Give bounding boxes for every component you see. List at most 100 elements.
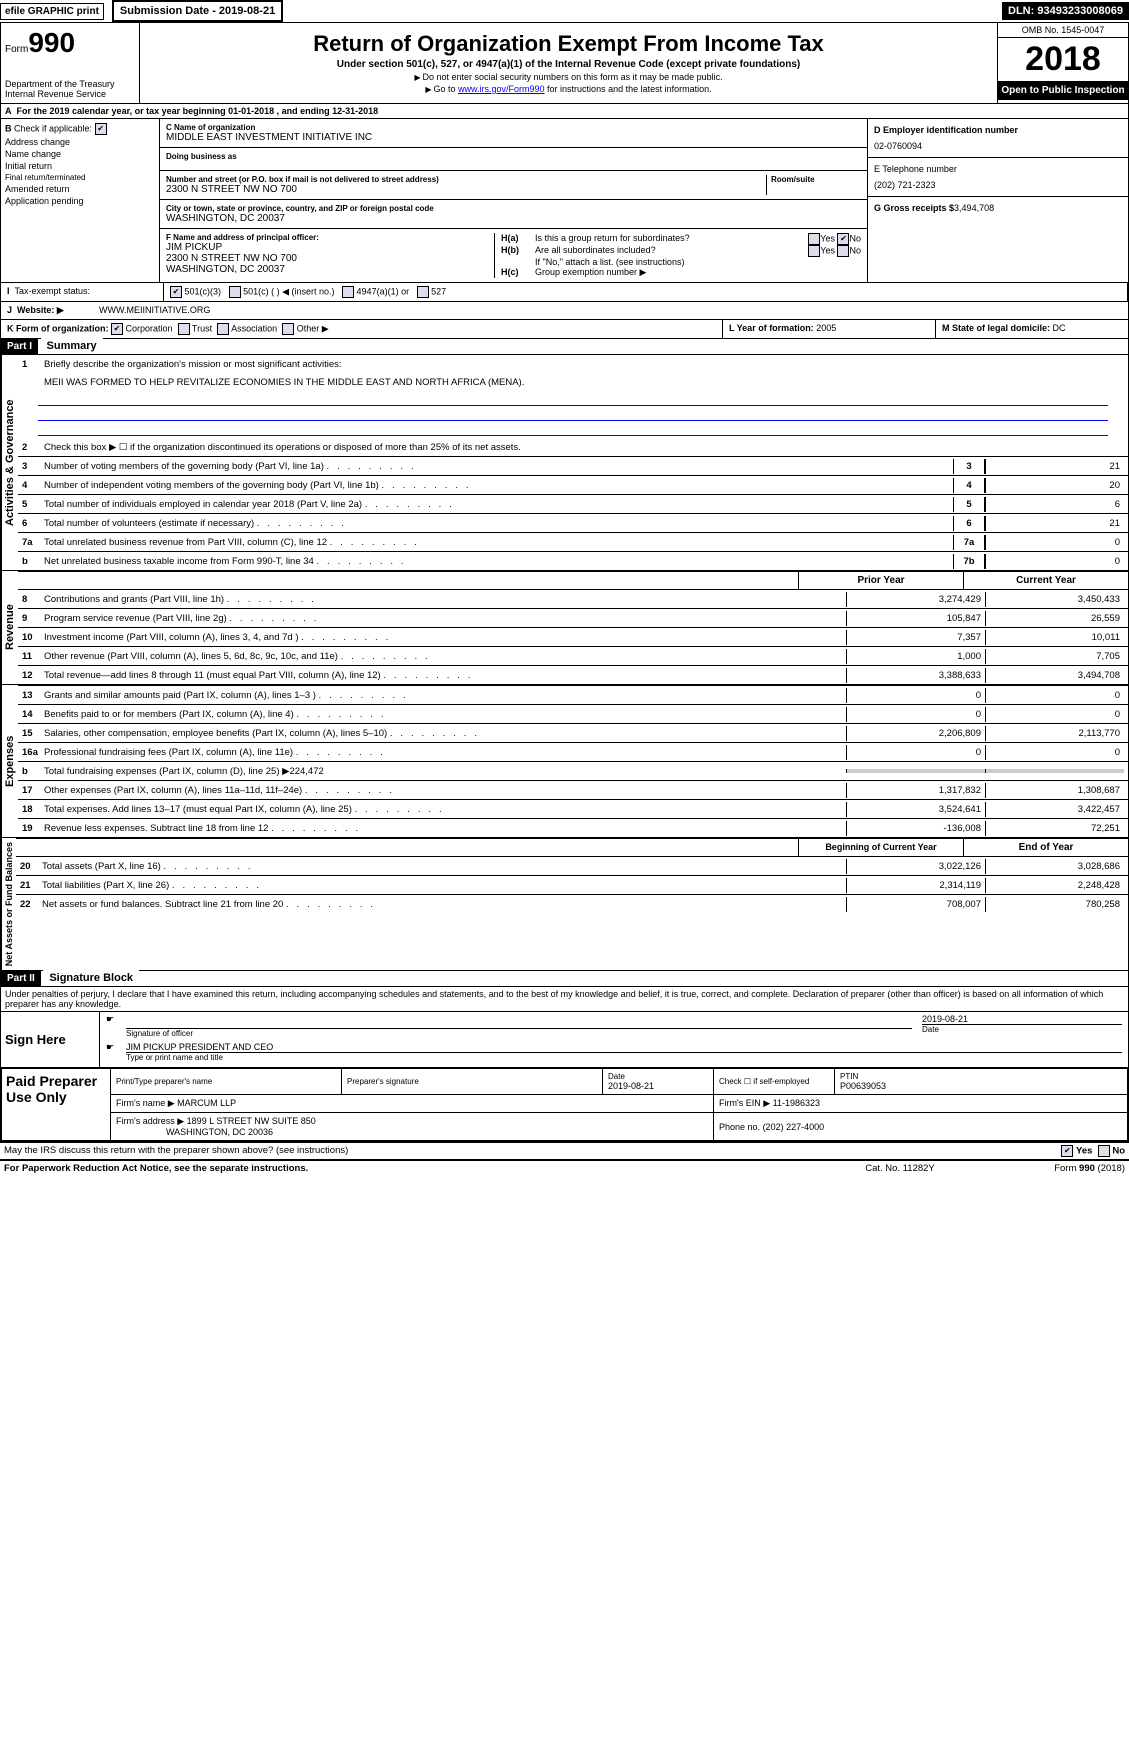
block-netassets: Net Assets or Fund Balances Beginning of… — [0, 838, 1129, 971]
state-domicile: DC — [1053, 323, 1066, 333]
ptin-label: PTIN — [840, 1072, 1122, 1081]
omb-number: OMB No. 1545-0047 — [998, 23, 1128, 38]
summary-line-5: 5Total number of individuals employed in… — [18, 494, 1128, 513]
submission-date: Submission Date - 2019-08-21 — [112, 0, 283, 22]
city-value: WASHINGTON, DC 20037 — [166, 213, 861, 224]
501c3-checkbox[interactable] — [170, 286, 182, 298]
org-name-label: C Name of organization — [166, 123, 861, 132]
perjury-text: Under penalties of perjury, I declare th… — [0, 987, 1129, 1012]
part2-title: Signature Block — [43, 970, 139, 986]
vlabel-expenses: Expenses — [1, 685, 18, 837]
summary-line-10: 10Investment income (Part VIII, column (… — [18, 627, 1128, 646]
preparer-table: Print/Type preparer's name Preparer's si… — [110, 1068, 1128, 1141]
opt-trust: Trust — [192, 323, 212, 333]
prior-year-header: Prior Year — [798, 572, 963, 589]
paperwork-notice: For Paperwork Reduction Act Notice, see … — [4, 1163, 308, 1174]
4947-checkbox[interactable] — [342, 286, 354, 298]
opt-501c: 501(c) ( ) ◀ (insert no.) — [243, 286, 334, 296]
opt-4947: 4947(a)(1) or — [357, 286, 410, 296]
paid-preparer-label: Paid Preparer Use Only — [1, 1068, 110, 1141]
summary-line-15: 15Salaries, other compensation, employee… — [18, 723, 1128, 742]
firm-phone-label: Phone no. — [719, 1122, 760, 1132]
mission-rule3 — [38, 423, 1108, 436]
assoc-checkbox[interactable] — [217, 323, 229, 335]
summary-line-21: 21Total liabilities (Part X, line 26)2,3… — [16, 875, 1128, 894]
phone-label: E Telephone number — [874, 164, 1122, 174]
prep-selfemp-label[interactable]: Check ☐ if self-employed — [719, 1077, 829, 1086]
year-formation-label: L Year of formation: — [729, 323, 814, 333]
firm-phone: (202) 227-4000 — [763, 1122, 825, 1132]
website-label: Website: ▶ — [17, 305, 64, 315]
part2-badge: Part II — [1, 971, 41, 986]
sign-here-label: Sign Here — [1, 1012, 100, 1067]
footer-row: For Paperwork Reduction Act Notice, see … — [0, 1159, 1129, 1176]
ha-yes-checkbox[interactable] — [808, 233, 820, 245]
street-label: Number and street (or P.O. box if mail i… — [166, 175, 766, 184]
subtitle-1: Under section 501(c), 527, or 4947(a)(1)… — [146, 59, 991, 70]
discuss-yes-checkbox[interactable] — [1061, 1145, 1073, 1157]
summary-line-22: 22Net assets or fund balances. Subtract … — [16, 894, 1128, 913]
chk-pending[interactable]: Application pending — [5, 196, 155, 206]
subtitle-2: Do not enter social security numbers on … — [146, 72, 991, 82]
opt-527: 527 — [431, 286, 446, 296]
header-center: Return of Organization Exempt From Incom… — [140, 23, 997, 103]
city-label: City or town, state or province, country… — [166, 204, 861, 213]
discuss-no-checkbox[interactable] — [1098, 1145, 1110, 1157]
irs-link[interactable]: www.irs.gov/Form990 — [458, 84, 545, 94]
row-j: J Website: ▶ WWW.MEIINITIATIVE.ORG — [0, 302, 1129, 320]
trust-checkbox[interactable] — [178, 323, 190, 335]
irs-label: Internal Revenue Service — [5, 89, 135, 99]
summary-line-9: 9Program service revenue (Part VIII, lin… — [18, 608, 1128, 627]
summary-line-11: 11Other revenue (Part VIII, column (A), … — [18, 646, 1128, 665]
hb-no-checkbox[interactable] — [837, 245, 849, 257]
part1-title: Summary — [41, 338, 103, 354]
hb-yes-checkbox[interactable] — [808, 245, 820, 257]
discuss-no: No — [1112, 1146, 1125, 1157]
no-label2: No — [849, 245, 861, 255]
corp-checkbox[interactable] — [111, 323, 123, 335]
summary-line-12: 12Total revenue—add lines 8 through 11 (… — [18, 665, 1128, 684]
firm-addr-label: Firm's address ▶ — [116, 1116, 184, 1126]
firm-name: MARCUM LLP — [177, 1098, 236, 1108]
vlabel-governance: Activities & Governance — [1, 355, 18, 570]
firm-addr1: 1899 L STREET NW SUITE 850 — [187, 1116, 316, 1126]
prep-sig-label: Preparer's signature — [347, 1077, 597, 1086]
other-checkbox[interactable] — [282, 323, 294, 335]
527-checkbox[interactable] — [417, 286, 429, 298]
form-label: Form — [5, 44, 28, 55]
hc-label: Group exemption number ▶ — [535, 267, 646, 278]
firm-ein-label: Firm's EIN ▶ — [719, 1098, 770, 1108]
opt-501c3: 501(c)(3) — [185, 286, 222, 296]
paid-preparer-section: Paid Preparer Use Only Print/Type prepar… — [0, 1068, 1129, 1142]
officer-addr1: 2300 N STREET NW NO 700 — [166, 253, 494, 264]
summary-line-13: 13Grants and similar amounts paid (Part … — [18, 685, 1128, 704]
discuss-yes: Yes — [1076, 1146, 1092, 1157]
column-b: B Check if applicable: Address change Na… — [1, 119, 160, 282]
officer-label: F Name and address of principal officer: — [166, 233, 319, 242]
sign-here-section: Sign Here ☛ Signature of officer 2019-08… — [0, 1012, 1129, 1068]
gross-label: G Gross receipts $ — [874, 203, 954, 213]
summary-line-8: 8Contributions and grants (Part VIII, li… — [18, 589, 1128, 608]
mission-rule2 — [38, 408, 1108, 421]
chk-address-change[interactable]: Address change — [5, 137, 155, 147]
opt-association: Association — [231, 323, 277, 333]
top-bar: efile GRAPHIC print Submission Date - 20… — [0, 0, 1129, 22]
ha-no-checkbox[interactable] — [837, 233, 849, 245]
hb-note: If "No," attach a list. (see instruction… — [501, 257, 861, 267]
line1-label: Briefly describe the organization's miss… — [44, 359, 1124, 370]
row-i: I Tax-exempt status: 501(c)(3) 501(c) ( … — [0, 283, 1129, 302]
chk-name-change[interactable]: Name change — [5, 149, 155, 159]
part2-header-row: Part II Signature Block — [0, 971, 1129, 987]
chk-initial-return[interactable]: Initial return — [5, 161, 155, 171]
part1-badge: Part I — [1, 339, 38, 354]
chk-amended[interactable]: Amended return — [5, 184, 155, 194]
begin-year-header: Beginning of Current Year — [798, 839, 963, 856]
chk-final-return[interactable]: Final return/terminated — [5, 173, 155, 182]
dept-treasury: Department of the Treasury — [5, 79, 135, 89]
discuss-text: May the IRS discuss this return with the… — [4, 1145, 348, 1156]
header-right: OMB No. 1545-0047 2018 Open to Public In… — [997, 23, 1128, 103]
hb-label: Are all subordinates included? — [535, 245, 804, 257]
check-applicable-icon[interactable] — [95, 123, 107, 135]
summary-line-6: 6Total number of volunteers (estimate if… — [18, 513, 1128, 532]
501c-checkbox[interactable] — [229, 286, 241, 298]
